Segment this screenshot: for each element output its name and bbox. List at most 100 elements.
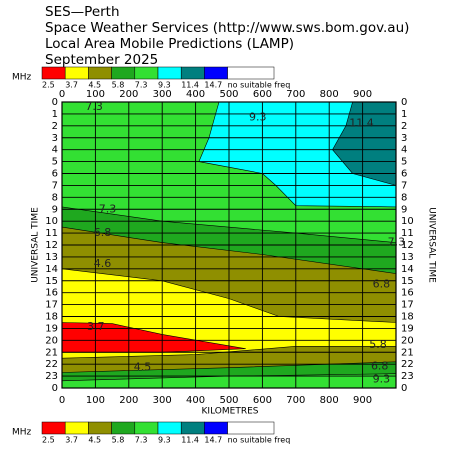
y-tick-label-right: 1 [401, 109, 407, 120]
y-tick-label: 11 [45, 228, 58, 239]
contour-label: 6.8 [373, 277, 391, 290]
legend-swatch [111, 421, 136, 435]
legend-level: 14.7 [204, 436, 222, 445]
y-tick-label-right: 2 [401, 121, 407, 132]
y-tick-label: 8 [52, 192, 58, 203]
contour-label: 4.6 [94, 257, 112, 270]
x-tick-label: 200 [119, 395, 138, 406]
legend-level: 7.3 [135, 81, 148, 90]
legend-level: 4.5 [88, 436, 101, 445]
y-tick-label-right: 0 [401, 383, 407, 394]
contour-label: 5.8 [369, 338, 387, 351]
contour-label: 3.7 [87, 320, 105, 333]
y-tick-label-right: 7 [401, 180, 407, 191]
legend-swatch [157, 421, 182, 435]
y-tick-label-right: 17 [401, 300, 414, 311]
y-tick-label-right: 9 [401, 204, 407, 215]
axes: 0010010020020030030040040050050060060070… [45, 89, 413, 406]
legend-unit: MHz [12, 428, 32, 438]
x-tick-label: 400 [186, 89, 205, 100]
legend-swatch [41, 66, 66, 80]
legend-swatch [88, 421, 112, 435]
legend-swatch [64, 66, 89, 80]
legend-swatch [134, 66, 159, 80]
contour-label: 9.3 [249, 110, 266, 123]
y-tick-label: 9 [52, 204, 58, 215]
legend-level: 11.4 [181, 81, 199, 90]
y-tick-label: 0 [52, 97, 58, 108]
legend: MHz 2.5 3.7 4.5 5.8 7.3 9.3 11.4 14.7 no suitable… [12, 421, 291, 445]
legend-swatch [64, 421, 89, 435]
y-tick-label-right: 11 [401, 228, 414, 239]
y-axis-label-right: UNIVERSAL TIME [427, 207, 437, 283]
legend-swatch [134, 421, 159, 435]
y-tick-label-right: 12 [401, 240, 414, 251]
y-tick-label-right: 22 [401, 359, 414, 370]
legend-level: 2.5 [42, 81, 55, 90]
x-tick-label: 900 [353, 395, 372, 406]
y-tick-label: 15 [45, 276, 58, 287]
title-line: September 2025 [45, 52, 158, 68]
y-tick-label-right: 14 [401, 264, 414, 275]
title-line: Space Weather Services (http://www.sws.b… [45, 20, 409, 36]
y-tick-label-right: 3 [401, 133, 407, 144]
y-tick-label: 5 [52, 157, 58, 168]
x-tick-label: 800 [320, 89, 339, 100]
x-tick-label: 500 [219, 89, 238, 100]
y-tick-label: 4 [52, 145, 58, 156]
legend-level: 3.7 [65, 81, 78, 90]
legend-swatch [180, 66, 205, 80]
y-tick-label: 23 [45, 371, 58, 382]
y-tick-label-right: 0 [401, 97, 407, 108]
y-tick-label-right: 8 [401, 192, 407, 203]
title-line: SES—Perth [45, 4, 120, 20]
title-line: Local Area Mobile Predictions (LAMP) [45, 36, 294, 52]
y-tick-label-right: 13 [401, 252, 414, 263]
contour-label: 7.3 [85, 100, 103, 113]
plot-frame [61, 101, 397, 389]
legend-swatch [41, 421, 66, 435]
y-tick-label: 18 [45, 312, 58, 323]
y-tick-label-right: 16 [401, 288, 414, 299]
y-tick-label: 16 [45, 288, 58, 299]
legend-level: 4.5 [88, 81, 101, 90]
contour-label: 9.3 [373, 373, 391, 386]
legend-level: 9.3 [158, 81, 171, 90]
y-tick-label: 7 [52, 180, 58, 191]
x-tick-label: 500 [219, 395, 238, 406]
legend-unit: MHz [12, 73, 32, 83]
legend-swatch [88, 66, 112, 80]
y-tick-label-right: 10 [401, 216, 414, 227]
x-axis-label: KILOMETRES [202, 407, 259, 417]
legend-swatch [111, 66, 136, 80]
legend-level: 11.4 [181, 436, 199, 445]
legend-level: 9.3 [158, 436, 171, 445]
y-tick-label: 22 [45, 359, 58, 370]
contour-label: 7.3 [388, 236, 406, 249]
x-tick-label: 600 [253, 395, 272, 406]
y-tick-label: 13 [45, 252, 58, 263]
y-tick-label: 2 [52, 121, 58, 132]
legend-level: 2.5 [42, 436, 55, 445]
y-tick-label: 12 [45, 240, 58, 251]
x-tick-label: 800 [320, 395, 339, 406]
y-tick-label-right: 18 [401, 312, 414, 323]
y-tick-label: 21 [45, 347, 58, 358]
legend-swatch [157, 66, 182, 80]
y-tick-label-right: 19 [401, 323, 414, 334]
legend-swatch [227, 66, 275, 80]
y-tick-label-right: 23 [401, 371, 414, 382]
legend-no-freq: no suitable freq [228, 436, 291, 445]
x-tick-label: 0 [59, 89, 65, 100]
y-tick-label-right: 5 [401, 157, 407, 168]
y-tick-label-right: 6 [401, 169, 407, 180]
x-tick-label: 700 [286, 89, 305, 100]
x-tick-label: 300 [153, 89, 172, 100]
legend-swatch [204, 421, 228, 435]
legend-swatch [204, 66, 228, 80]
y-tick-label: 3 [52, 133, 58, 144]
y-tick-label: 1 [52, 109, 58, 120]
x-tick-label: 400 [186, 395, 205, 406]
legend-swatch [227, 421, 275, 435]
